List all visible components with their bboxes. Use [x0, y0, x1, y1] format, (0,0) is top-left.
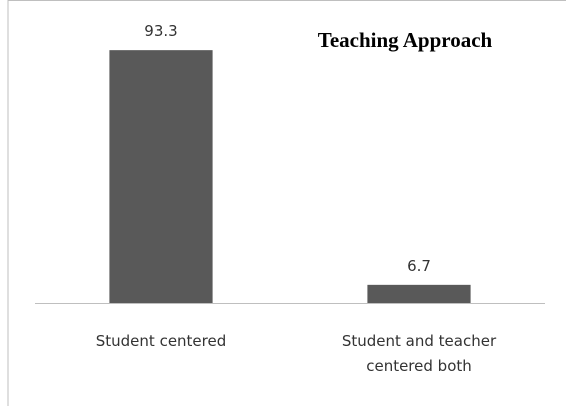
value-label: 93.3 [144, 22, 177, 40]
bar [109, 50, 213, 304]
bar [367, 284, 471, 303]
x-tick-label: Student centered [95, 332, 227, 350]
chart-title: Teaching Approach [318, 28, 493, 52]
x-tick-label: Student and teacher centered both [341, 332, 497, 375]
value-label: 6.7 [407, 257, 431, 275]
